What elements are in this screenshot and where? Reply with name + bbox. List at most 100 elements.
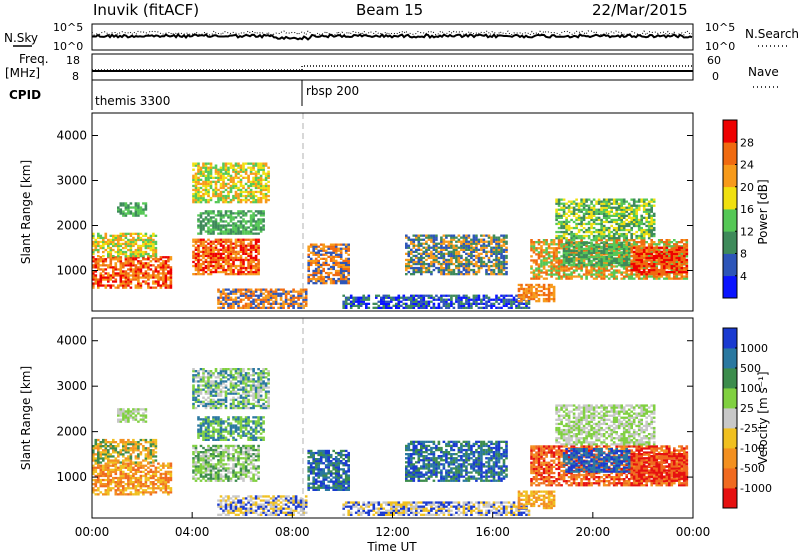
- heatmap-cell: [575, 217, 578, 219]
- heatmap-cell: [270, 293, 273, 295]
- heatmap-cell: [563, 199, 566, 201]
- heatmap-cell: [317, 264, 320, 266]
- heatmap-cell: [220, 263, 223, 265]
- heatmap-cell: [603, 248, 606, 250]
- heatmap-cell: [232, 293, 235, 295]
- heatmap-cell: [543, 261, 546, 263]
- heatmap-cell: [147, 237, 150, 239]
- heatmap-cell: [220, 210, 223, 212]
- heatmap-cell: [600, 273, 603, 275]
- heatmap-cell: [230, 267, 233, 269]
- heatmap-cell: [623, 241, 626, 243]
- heatmap-cell: [393, 297, 396, 299]
- heatmap-cell: [515, 301, 518, 303]
- heatmap-cell: [222, 249, 225, 251]
- heatmap-cell: [618, 225, 621, 227]
- heatmap-cell: [205, 165, 208, 167]
- heatmap-cell: [463, 241, 466, 243]
- heatmap-cell: [347, 268, 350, 270]
- heatmap-cell: [423, 299, 426, 301]
- heatmap-cell: [242, 243, 245, 245]
- heatmap-cell: [520, 284, 523, 286]
- heatmap-cell: [242, 271, 245, 273]
- heatmap-cell: [618, 205, 621, 207]
- heatmap-cell: [302, 291, 305, 293]
- heatmap-cell: [342, 260, 345, 262]
- heatmap-cell: [240, 201, 243, 203]
- heatmap-cell: [605, 256, 608, 258]
- heatmap-cell: [620, 248, 623, 250]
- heatmap-cell: [207, 220, 210, 222]
- heatmap-cell: [490, 247, 493, 249]
- heatmap-cell: [262, 218, 265, 220]
- heatmap-cell: [130, 202, 133, 204]
- heatmap-cell: [643, 253, 646, 255]
- heatmap-cell: [262, 197, 265, 199]
- heatmap-cell: [120, 266, 123, 268]
- heatmap-cell: [147, 239, 150, 241]
- heatmap-cell: [590, 231, 593, 233]
- heatmap-cell: [315, 280, 318, 282]
- heatmap-cell: [140, 212, 143, 214]
- heatmap-cell: [110, 287, 113, 289]
- heatmap-cell: [565, 273, 568, 275]
- heatmap-cell: [337, 274, 340, 276]
- heatmap-cell: [643, 217, 646, 219]
- heatmap-cell: [585, 248, 588, 250]
- heatmap-cell: [162, 268, 165, 270]
- heatmap-cell: [230, 175, 233, 177]
- heatmap-cell: [220, 195, 223, 197]
- heatmap-cell: [590, 242, 593, 244]
- heatmap-cell: [207, 193, 210, 195]
- heatmap-cell: [565, 233, 568, 235]
- heatmap-cell: [232, 291, 235, 293]
- heatmap-cell: [468, 263, 471, 265]
- heatmap-cell: [232, 216, 235, 218]
- heatmap-cell: [603, 271, 606, 273]
- heatmap-cell: [458, 241, 461, 243]
- heatmap-cell: [145, 241, 148, 243]
- heatmap-cell: [428, 265, 431, 267]
- heatmap-cell: [425, 301, 428, 303]
- heatmap-cell: [588, 252, 591, 254]
- heatmap-cell: [127, 245, 130, 247]
- heatmap-cell: [165, 262, 168, 264]
- heatmap-cell: [555, 237, 558, 239]
- heatmap-cell: [225, 189, 228, 191]
- heatmap-cell: [648, 215, 651, 217]
- heatmap-cell: [122, 276, 125, 278]
- heatmap-cell: [220, 216, 223, 218]
- heatmap-cell: [242, 167, 245, 169]
- heatmap-cell: [195, 263, 198, 265]
- heatmap-cell: [558, 265, 561, 267]
- heatmap-cell: [250, 222, 253, 224]
- heatmap-cell: [590, 233, 593, 235]
- heatmap-cell: [202, 241, 205, 243]
- heatmap-cell: [115, 235, 118, 237]
- heatmap-cell: [410, 273, 413, 275]
- heatmap-cell: [215, 245, 218, 247]
- heatmap-cell: [197, 251, 200, 253]
- heatmap-cell: [207, 163, 210, 165]
- heatmap-cell: [588, 209, 591, 211]
- heatmap-cell: [495, 259, 498, 261]
- heatmap-cell: [125, 280, 128, 282]
- heatmap-cell: [415, 251, 418, 253]
- heatmap-cell: [197, 191, 200, 193]
- heatmap-cell: [252, 303, 255, 305]
- heatmap-cell: [650, 209, 653, 211]
- heatmap-cell: [618, 255, 621, 257]
- heatmap-cell: [97, 233, 100, 235]
- heatmap-cell: [262, 220, 265, 222]
- heatmap-cell: [345, 297, 348, 299]
- heatmap-cell: [603, 267, 606, 269]
- heatmap-cell: [225, 197, 228, 199]
- heatmap-cell: [317, 266, 320, 268]
- heatmap-cell: [440, 245, 443, 247]
- heatmap-cell: [615, 262, 618, 264]
- heatmap-cell: [400, 297, 403, 299]
- heatmap-cell: [605, 213, 608, 215]
- heatmap-cell: [420, 271, 423, 273]
- heatmap-cell: [545, 294, 548, 296]
- heatmap-cell: [327, 268, 330, 270]
